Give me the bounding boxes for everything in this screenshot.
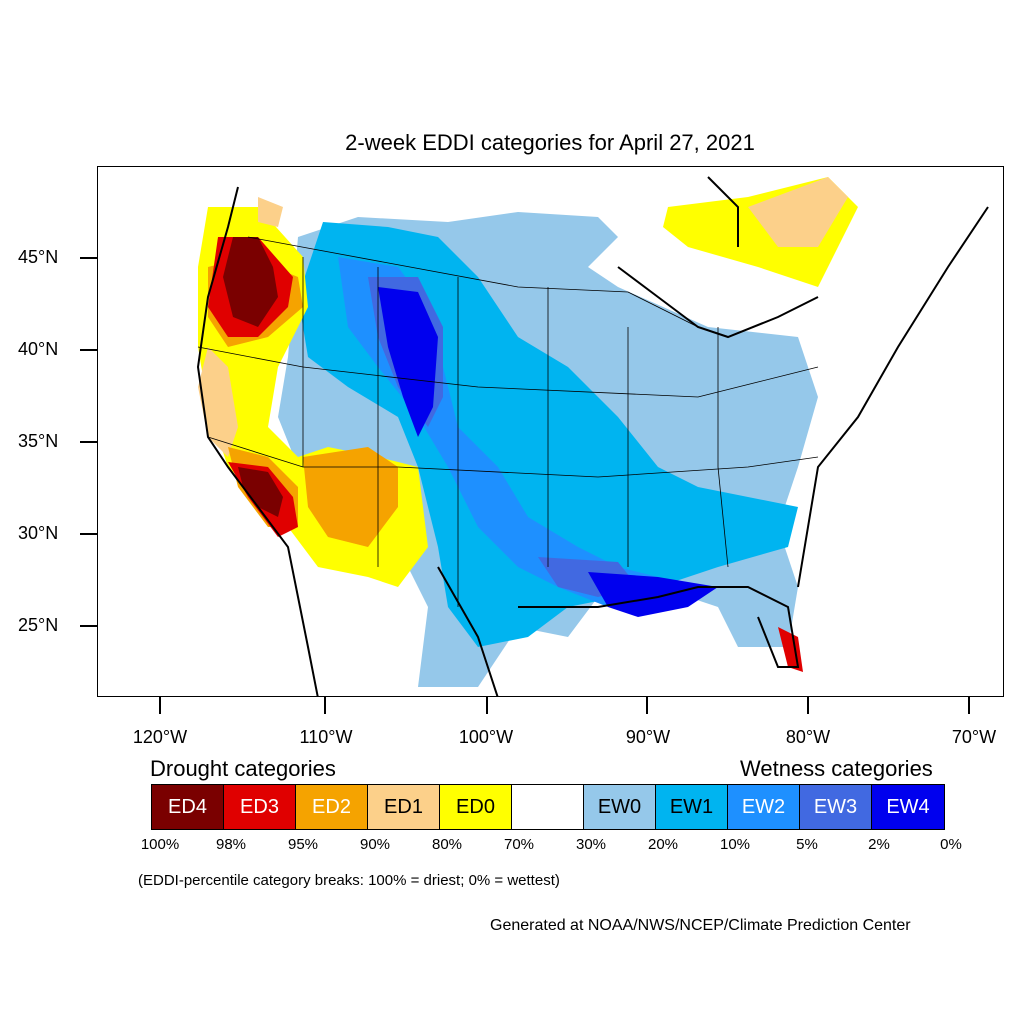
lon-label-120: 120°W — [132, 727, 188, 747]
legend-ew1: EW1 — [656, 785, 728, 829]
region-ew4 — [378, 287, 718, 617]
lon-label-110: 110°W — [299, 727, 353, 747]
legend-ed4: ED4 — [152, 785, 224, 829]
legend-ed1: ED1 — [368, 785, 440, 829]
lat-tick — [80, 625, 97, 627]
lat-label-40: 40°N — [18, 339, 59, 359]
legend-ew3: EW3 — [800, 785, 872, 829]
eddi-map — [97, 166, 1004, 697]
category-note: (EDDI-percentile category breaks: 100% =… — [138, 872, 560, 889]
break-label: 10% — [719, 836, 751, 853]
lon-tick — [646, 697, 648, 714]
break-label: 90% — [359, 836, 391, 853]
lon-label-80: 80°W — [785, 727, 831, 747]
map-title: 2-week EDDI categories for April 27, 202… — [345, 130, 755, 155]
lon-label-90: 90°W — [625, 727, 671, 747]
break-label: 2% — [868, 836, 890, 853]
legend-ew2: EW2 — [728, 785, 800, 829]
break-label: 95% — [287, 836, 319, 853]
lon-label-70: 70°W — [951, 727, 997, 747]
credit-line: Generated at NOAA/NWS/NCEP/Climate Predi… — [490, 917, 911, 934]
lat-tick — [80, 349, 97, 351]
break-label: 100% — [140, 836, 180, 853]
region-ed4 — [223, 237, 283, 517]
legend-ew0: EW0 — [584, 785, 656, 829]
region-ed1 — [198, 177, 848, 527]
break-label: 0% — [940, 836, 962, 853]
state-borders — [197, 236, 819, 607]
lon-tick — [159, 697, 161, 714]
lat-label-35: 35°N — [18, 431, 59, 451]
lon-tick — [807, 697, 809, 714]
coastlines — [196, 176, 989, 696]
lat-label-25: 25°N — [18, 615, 59, 635]
break-label: 98% — [215, 836, 247, 853]
lon-tick — [486, 697, 488, 714]
drought-heading: Drought categories — [150, 756, 336, 781]
legend-ed0: ED0 — [440, 785, 512, 829]
lat-tick — [80, 441, 97, 443]
break-label: 20% — [647, 836, 679, 853]
map-canvas — [196, 176, 989, 696]
legend-ed3: ED3 — [224, 785, 296, 829]
break-label: 80% — [431, 836, 463, 853]
legend-neutral — [512, 785, 584, 829]
lat-label-45: 45°N — [18, 247, 59, 267]
lat-tick — [80, 533, 97, 535]
lon-tick — [968, 697, 970, 714]
dry-regions — [198, 177, 858, 672]
lat-label-30: 30°N — [18, 523, 59, 543]
legend-bar: ED4 ED3 ED2 ED1 ED0 EW0 EW1 EW2 EW3 EW4 — [151, 784, 945, 830]
lat-tick — [80, 257, 97, 259]
break-label: 5% — [796, 836, 818, 853]
lon-label-100: 100°W — [458, 727, 514, 747]
break-label: 70% — [503, 836, 535, 853]
lon-tick — [324, 697, 326, 714]
break-label: 30% — [575, 836, 607, 853]
wetness-heading: Wetness categories — [740, 756, 933, 781]
legend-ed2: ED2 — [296, 785, 368, 829]
legend-ew4: EW4 — [872, 785, 944, 829]
